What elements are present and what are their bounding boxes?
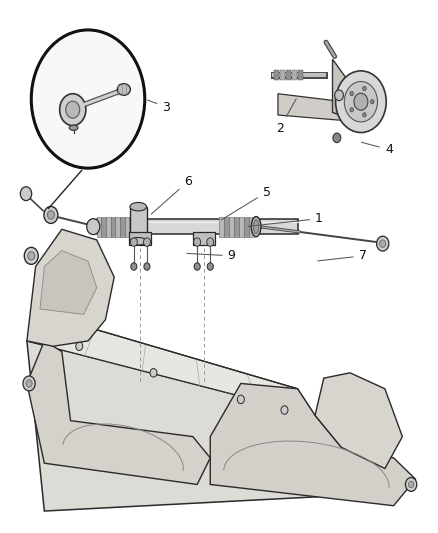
FancyBboxPatch shape: [102, 216, 106, 237]
Circle shape: [237, 395, 244, 403]
FancyBboxPatch shape: [234, 216, 239, 237]
FancyBboxPatch shape: [224, 216, 229, 237]
Circle shape: [380, 240, 386, 247]
Ellipse shape: [130, 238, 147, 245]
FancyBboxPatch shape: [111, 216, 116, 237]
Circle shape: [363, 86, 366, 91]
Circle shape: [350, 92, 353, 96]
Polygon shape: [27, 314, 315, 415]
Text: 7: 7: [318, 249, 367, 262]
Circle shape: [150, 368, 157, 377]
Circle shape: [76, 342, 83, 351]
Ellipse shape: [251, 216, 261, 237]
FancyBboxPatch shape: [97, 219, 297, 234]
Text: 4: 4: [361, 142, 393, 156]
Circle shape: [333, 133, 341, 143]
Polygon shape: [315, 373, 403, 469]
Text: 5: 5: [221, 185, 271, 220]
Circle shape: [28, 252, 35, 260]
FancyBboxPatch shape: [249, 216, 254, 237]
Polygon shape: [332, 59, 348, 118]
Circle shape: [194, 238, 201, 246]
Circle shape: [377, 236, 389, 251]
FancyBboxPatch shape: [130, 207, 147, 241]
Circle shape: [344, 82, 378, 122]
FancyBboxPatch shape: [286, 70, 291, 80]
Polygon shape: [27, 341, 350, 511]
Circle shape: [406, 478, 417, 491]
FancyBboxPatch shape: [106, 216, 111, 237]
FancyBboxPatch shape: [280, 70, 285, 80]
Polygon shape: [40, 251, 97, 314]
Text: 2: 2: [276, 99, 296, 135]
Circle shape: [336, 71, 386, 133]
FancyBboxPatch shape: [97, 216, 102, 237]
Circle shape: [350, 108, 353, 112]
Circle shape: [194, 263, 200, 270]
Text: 1: 1: [248, 212, 323, 227]
Circle shape: [60, 94, 86, 126]
Polygon shape: [27, 229, 114, 346]
Circle shape: [31, 30, 145, 168]
Ellipse shape: [69, 125, 78, 131]
Circle shape: [131, 263, 137, 270]
Polygon shape: [27, 341, 210, 484]
Circle shape: [363, 112, 366, 117]
Circle shape: [23, 376, 35, 391]
Circle shape: [24, 247, 38, 264]
Text: 3: 3: [147, 100, 170, 114]
FancyBboxPatch shape: [130, 221, 297, 232]
Ellipse shape: [117, 84, 131, 95]
FancyBboxPatch shape: [274, 70, 279, 80]
Circle shape: [409, 481, 414, 488]
Circle shape: [47, 211, 54, 219]
Circle shape: [207, 238, 214, 246]
Circle shape: [26, 379, 32, 387]
FancyBboxPatch shape: [130, 232, 151, 245]
Circle shape: [371, 100, 374, 104]
FancyBboxPatch shape: [229, 216, 234, 237]
Polygon shape: [278, 94, 343, 120]
Circle shape: [87, 219, 100, 235]
Circle shape: [144, 263, 150, 270]
FancyBboxPatch shape: [239, 216, 244, 237]
FancyBboxPatch shape: [116, 216, 120, 237]
Circle shape: [335, 90, 343, 101]
Text: 9: 9: [187, 249, 236, 262]
Circle shape: [207, 263, 213, 270]
Circle shape: [354, 93, 368, 110]
Ellipse shape: [254, 220, 259, 233]
Text: 6: 6: [151, 175, 192, 214]
Polygon shape: [210, 383, 416, 506]
FancyBboxPatch shape: [125, 216, 130, 237]
FancyBboxPatch shape: [219, 216, 224, 237]
Circle shape: [44, 206, 58, 223]
Circle shape: [131, 238, 138, 246]
Circle shape: [144, 238, 150, 246]
Circle shape: [66, 101, 80, 118]
FancyBboxPatch shape: [193, 232, 215, 245]
FancyBboxPatch shape: [298, 70, 303, 80]
Ellipse shape: [130, 203, 147, 211]
Circle shape: [20, 187, 32, 200]
Circle shape: [281, 406, 288, 414]
FancyBboxPatch shape: [244, 216, 249, 237]
FancyBboxPatch shape: [120, 216, 125, 237]
FancyBboxPatch shape: [292, 70, 297, 80]
